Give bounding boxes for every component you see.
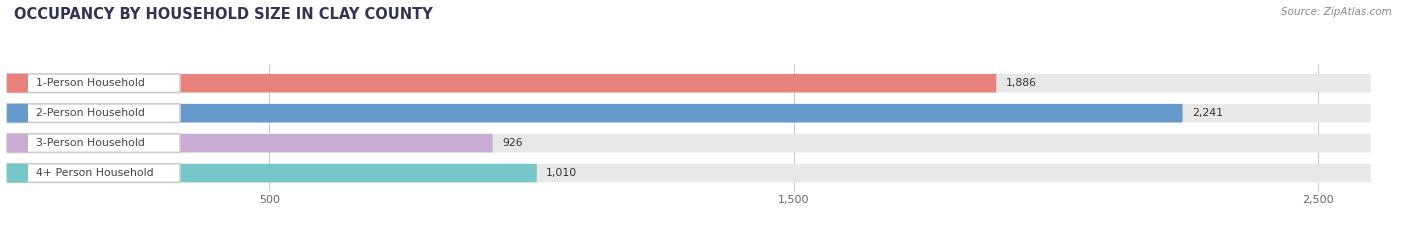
FancyBboxPatch shape — [7, 104, 28, 123]
FancyBboxPatch shape — [7, 74, 1371, 93]
FancyBboxPatch shape — [7, 164, 28, 182]
Text: 1,886: 1,886 — [1005, 78, 1036, 88]
Text: 2,241: 2,241 — [1192, 108, 1223, 118]
Text: Source: ZipAtlas.com: Source: ZipAtlas.com — [1281, 7, 1392, 17]
FancyBboxPatch shape — [7, 104, 1371, 123]
FancyBboxPatch shape — [7, 74, 28, 93]
Text: 1,010: 1,010 — [547, 168, 578, 178]
Text: 3-Person Household: 3-Person Household — [37, 138, 145, 148]
FancyBboxPatch shape — [7, 164, 537, 182]
FancyBboxPatch shape — [7, 134, 28, 152]
FancyBboxPatch shape — [7, 104, 1182, 123]
FancyBboxPatch shape — [7, 74, 997, 93]
Text: OCCUPANCY BY HOUSEHOLD SIZE IN CLAY COUNTY: OCCUPANCY BY HOUSEHOLD SIZE IN CLAY COUN… — [14, 7, 433, 22]
FancyBboxPatch shape — [7, 134, 492, 152]
Text: 1-Person Household: 1-Person Household — [37, 78, 145, 88]
FancyBboxPatch shape — [7, 134, 180, 152]
FancyBboxPatch shape — [7, 164, 1371, 182]
Text: 2-Person Household: 2-Person Household — [37, 108, 145, 118]
Text: 926: 926 — [502, 138, 523, 148]
FancyBboxPatch shape — [7, 74, 180, 93]
FancyBboxPatch shape — [7, 164, 180, 182]
FancyBboxPatch shape — [7, 104, 180, 123]
FancyBboxPatch shape — [7, 134, 1371, 152]
Text: 4+ Person Household: 4+ Person Household — [37, 168, 153, 178]
